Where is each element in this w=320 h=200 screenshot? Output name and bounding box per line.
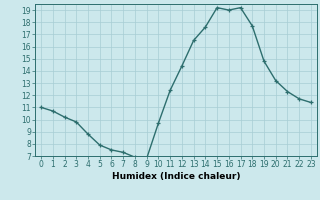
- X-axis label: Humidex (Indice chaleur): Humidex (Indice chaleur): [112, 172, 240, 181]
